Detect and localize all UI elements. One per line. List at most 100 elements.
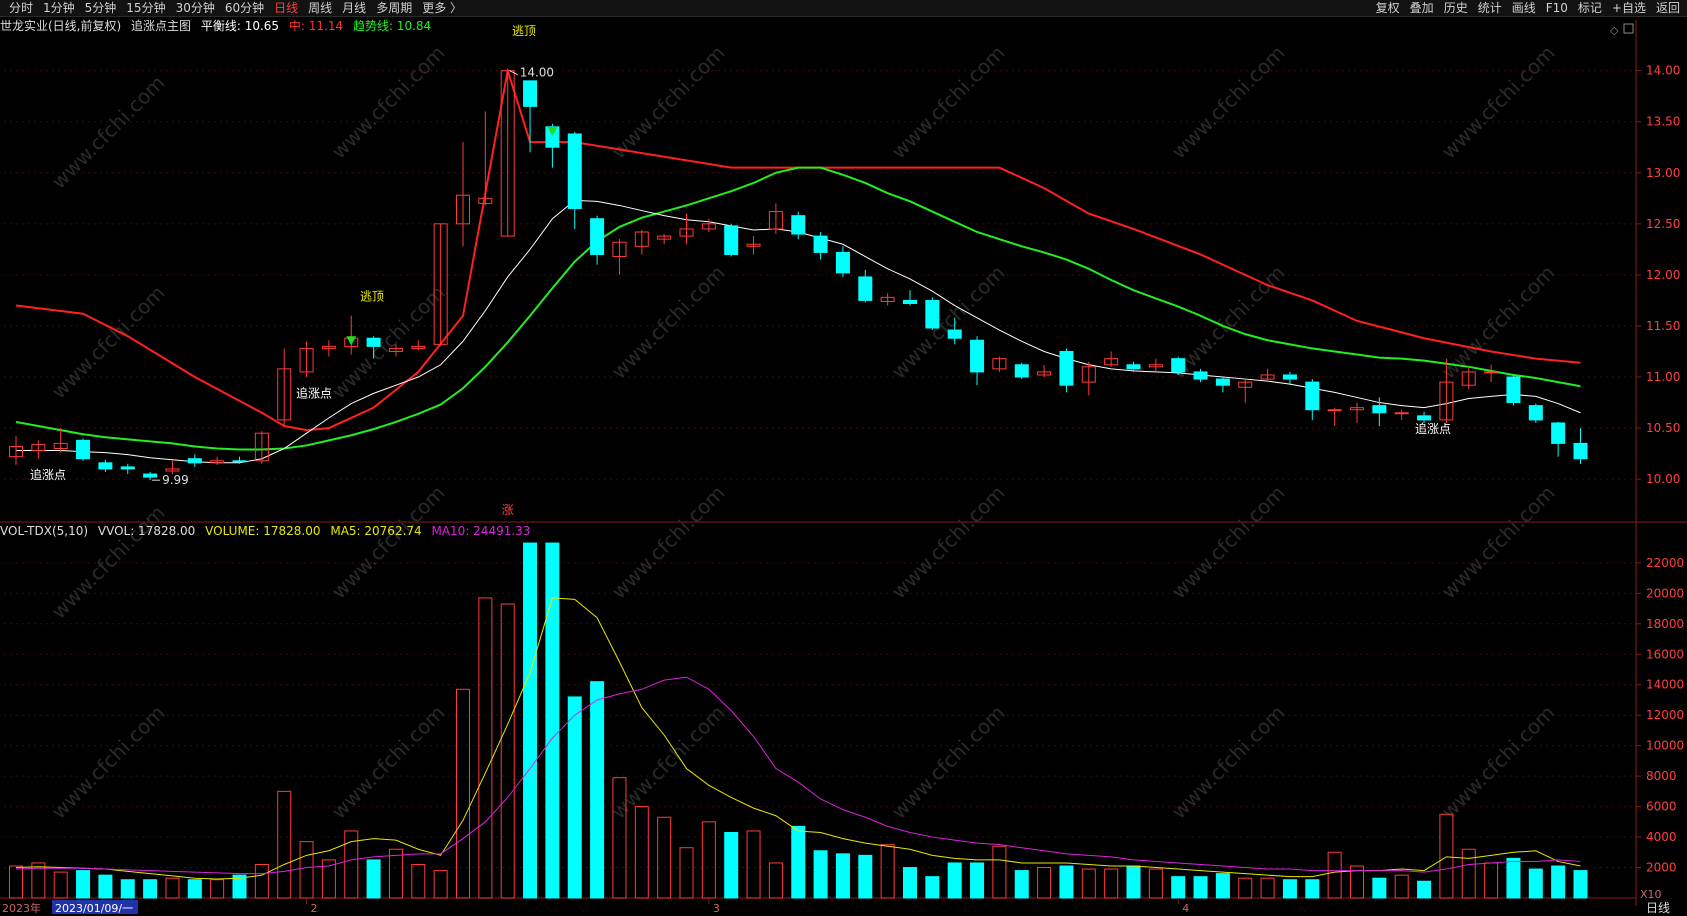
period-tab-10[interactable]: 更多 〉 [422, 1, 463, 15]
candle-body[interactable] [724, 225, 739, 255]
volume-bar[interactable] [1037, 867, 1052, 899]
volume-bar[interactable] [1059, 865, 1074, 899]
candle-body[interactable] [1484, 371, 1499, 374]
volume-bar[interactable] [612, 777, 627, 899]
volume-bar[interactable] [1506, 857, 1521, 899]
volume-bar[interactable] [1081, 868, 1096, 899]
volume-bar[interactable] [1238, 877, 1253, 899]
volume-bar[interactable] [76, 870, 91, 899]
candle-body[interactable] [1238, 381, 1253, 388]
candle-body[interactable] [210, 460, 225, 464]
candle-body[interactable] [1104, 358, 1119, 366]
volume-bar[interactable] [1484, 862, 1499, 899]
candle-body[interactable] [1551, 422, 1566, 444]
volume-bar[interactable] [1282, 879, 1297, 899]
candle-body[interactable] [612, 241, 627, 258]
indicator-name[interactable]: 追涨点主图 [131, 19, 192, 33]
candle-body[interactable] [903, 299, 917, 304]
volume-bar[interactable] [1215, 873, 1230, 899]
volume-bar[interactable] [1350, 865, 1364, 899]
candle-body[interactable] [970, 339, 985, 373]
candle-body[interactable] [143, 473, 158, 478]
period-tab-1[interactable]: 1分钟 [43, 1, 75, 15]
candle-body[interactable] [500, 70, 515, 237]
candle-body[interactable] [813, 235, 828, 253]
volume-bar[interactable] [791, 825, 806, 899]
volume-bar[interactable] [813, 850, 828, 899]
volume-bar[interactable] [880, 844, 895, 899]
candle-body[interactable] [1528, 405, 1543, 421]
volume-bar[interactable] [1528, 868, 1543, 899]
tool-menu-item-2[interactable]: 历史 [1443, 1, 1468, 15]
volume-bar[interactable] [388, 848, 403, 899]
volume-bar[interactable] [970, 862, 985, 899]
candle-body[interactable] [746, 243, 761, 247]
candle-body[interactable] [1171, 358, 1186, 373]
volume-bar[interactable] [299, 841, 314, 899]
period-tab-4[interactable]: 30分钟 [175, 1, 215, 15]
candle-body[interactable] [1193, 371, 1208, 380]
period-tab-3[interactable]: 15分钟 [126, 1, 166, 15]
candle-body[interactable] [411, 345, 426, 349]
volume-bar[interactable] [545, 542, 560, 899]
tool-menu-item-6[interactable]: 标记 [1577, 1, 1602, 15]
volume-bar[interactable] [679, 847, 694, 899]
window-icon[interactable] [1623, 23, 1634, 34]
candle-body[interactable] [835, 251, 850, 274]
volume-bar[interactable] [98, 874, 113, 899]
vol-indicator-name[interactable]: VOL-TDX(5,10) [0, 524, 89, 538]
volume-bar[interactable] [1305, 879, 1320, 899]
candle-body[interactable] [1350, 407, 1364, 411]
volume-bar[interactable] [31, 862, 46, 899]
volume-bar[interactable] [187, 879, 202, 899]
candle-body[interactable] [277, 368, 292, 421]
volume-bar[interactable] [992, 845, 1007, 899]
candle-body[interactable] [76, 439, 91, 460]
volume-bar[interactable] [344, 830, 359, 899]
candle-body[interactable] [53, 442, 68, 450]
candle-body[interactable] [1037, 371, 1052, 376]
candle-body[interactable] [657, 235, 672, 240]
candle-body[interactable] [254, 432, 269, 462]
candle-body[interactable] [1081, 366, 1096, 383]
candle-body[interactable] [299, 347, 314, 373]
candle-body[interactable] [858, 276, 873, 301]
tool-menu-item-4[interactable]: 画线 [1511, 1, 1536, 15]
volume-bar[interactable] [1394, 874, 1409, 899]
tool-menu-item-7[interactable]: +自选 [1611, 1, 1646, 15]
volume-bar[interactable] [590, 681, 605, 899]
candle-body[interactable] [545, 126, 560, 148]
volume-bar[interactable] [657, 816, 672, 899]
candle-body[interactable] [1014, 364, 1029, 378]
volume-bar[interactable] [903, 867, 917, 899]
candle-body[interactable] [992, 358, 1007, 370]
period-tab-6[interactable]: 日线 [274, 1, 299, 15]
candle-body[interactable] [1126, 364, 1141, 370]
volume-bar[interactable] [232, 874, 247, 899]
candle-body[interactable] [321, 345, 336, 349]
candle-body[interactable] [1059, 350, 1074, 386]
candle-body[interactable] [366, 337, 381, 347]
candle-body[interactable] [590, 218, 605, 255]
volume-bar[interactable] [567, 696, 582, 899]
volume-bar[interactable] [835, 853, 850, 899]
candle-body[interactable] [1148, 364, 1163, 368]
volume-bar[interactable] [1171, 876, 1186, 899]
volume-bar[interactable] [143, 879, 158, 899]
volume-bar[interactable] [947, 862, 962, 899]
candle-body[interactable] [567, 133, 582, 210]
volume-bar[interactable] [456, 688, 470, 899]
volume-bar[interactable] [701, 821, 716, 899]
candle-body[interactable] [31, 443, 46, 452]
volume-bar[interactable] [411, 863, 426, 899]
volume-bar[interactable] [433, 870, 448, 899]
period-tab-0[interactable]: 分时 [9, 1, 34, 15]
volume-bar[interactable] [1372, 877, 1387, 899]
period-tab-8[interactable]: 月线 [342, 1, 367, 15]
candle-body[interactable] [701, 223, 716, 230]
candle-body[interactable] [1215, 378, 1230, 386]
candle-body[interactable] [1461, 371, 1476, 386]
candle-body[interactable] [120, 466, 135, 470]
volume-bar[interactable] [1148, 868, 1163, 899]
